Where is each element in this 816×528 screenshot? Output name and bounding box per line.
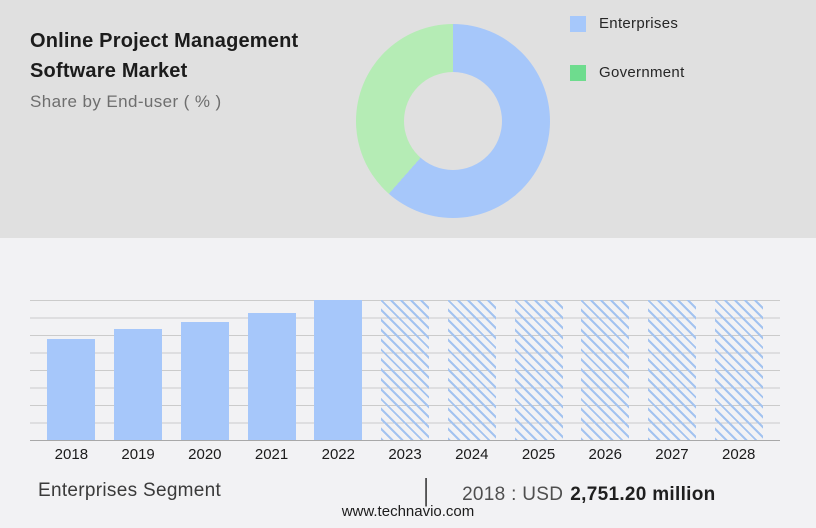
bar-slot-2025: [505, 300, 572, 440]
bars-container: [30, 300, 780, 440]
forecast-bar-2027: [647, 300, 696, 440]
bar-slot-2023: [372, 300, 439, 440]
bar-slot-2020: [171, 300, 238, 440]
forecast-bar-2025: [514, 300, 563, 440]
title-block: Online Project Management Software Marke…: [30, 26, 298, 112]
x-tick-2022: 2022: [321, 446, 355, 463]
x-tick-2026: 2026: [588, 446, 622, 463]
donut-hole: [404, 72, 502, 170]
page-title-line1: Online Project Management: [30, 30, 299, 52]
donut-chart: [356, 24, 550, 218]
bar-slot-2021: [238, 300, 305, 440]
legend-swatch-enterprises: [570, 15, 586, 32]
website-url: www.technavio.com: [341, 503, 475, 520]
bar-slot-2022: [305, 300, 372, 440]
bar-2021: [247, 313, 296, 440]
bar-2022: [314, 300, 363, 440]
bar-chart-plot-area: [30, 300, 780, 441]
x-tick-2023: 2023: [388, 446, 422, 463]
x-tick-2027: 2027: [655, 446, 689, 463]
legend-item-enterprises: Enterprises: [570, 15, 685, 32]
value-amount: 2,751.20 million: [570, 484, 716, 505]
bar-slot-2027: [639, 300, 706, 440]
chart-subtitle: Share by End-user ( % ): [30, 92, 222, 111]
x-axis-labels: 2018 2019 2020 2021 2022 2023 2024 2025 2026 2027…: [30, 446, 780, 463]
forecast-bar-2023: [381, 300, 430, 440]
bar-slot-2028: [705, 300, 772, 440]
forecast-bar-2024: [447, 300, 496, 440]
bar-slot-2024: [438, 300, 505, 440]
value-prefix: 2018 : USD: [462, 484, 564, 505]
x-tick-2021: 2021: [254, 446, 289, 463]
page-title-line2: Software Market: [30, 60, 188, 82]
vertical-divider: |: [423, 472, 429, 507]
forecast-bar-2026: [581, 300, 630, 440]
header-section: Online Project Management Software Marke…: [0, 0, 816, 238]
bar-slot-2019: [105, 300, 172, 440]
x-tick-2025: 2025: [521, 446, 556, 463]
legend: Enterprises Government: [570, 15, 685, 113]
legend-item-government: Government: [570, 64, 685, 81]
legend-swatch-government: [570, 64, 586, 81]
x-tick-2024: 2024: [455, 446, 489, 463]
bar-2019: [114, 329, 163, 440]
legend-label-enterprises: Enterprises: [599, 15, 679, 32]
legend-label-government: Government: [599, 64, 685, 81]
bar-2020: [180, 322, 229, 440]
bar-2018: [47, 339, 96, 440]
forecast-bar-2028: [714, 300, 763, 440]
x-tick-2018: 2018: [54, 446, 89, 463]
x-tick-2028: 2028: [722, 446, 756, 463]
x-tick-2019: 2019: [121, 446, 155, 463]
bar-slot-2018: [38, 300, 105, 440]
x-tick-2020: 2020: [188, 446, 222, 463]
segment-label: Enterprises Segment: [38, 480, 222, 501]
bar-slot-2026: [572, 300, 639, 440]
value-annotation: | 2018 : USD 2,751.20 million: [422, 474, 716, 506]
